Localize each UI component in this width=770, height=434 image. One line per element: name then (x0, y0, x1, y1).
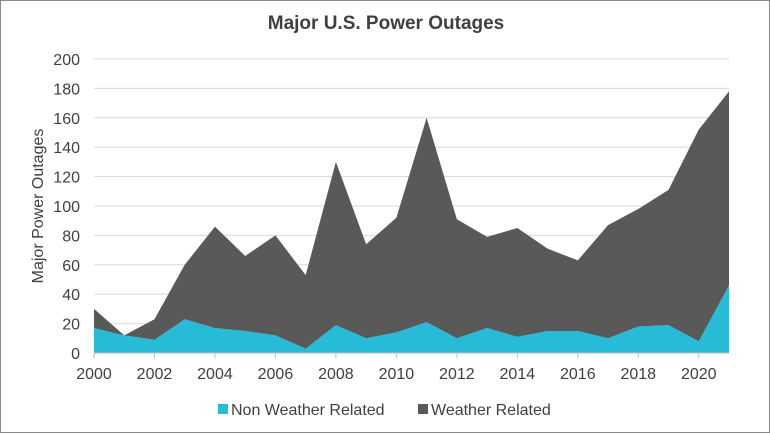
x-tick-label: 2018 (620, 366, 656, 383)
legend-label: Non Weather Related (231, 402, 385, 419)
area-weather-related (94, 91, 729, 349)
legend: Non Weather Related Weather Related (218, 402, 551, 419)
y-tick-label: 120 (53, 170, 80, 187)
chart-title: Major U.S. Power Outages (268, 13, 505, 34)
x-tick-label: 2010 (379, 366, 415, 383)
plot-areas (94, 91, 729, 354)
y-tick-label: 100 (53, 199, 80, 216)
x-tick-label: 2000 (76, 366, 112, 383)
x-tick-label: 2006 (258, 366, 294, 383)
legend-swatch (418, 404, 428, 414)
y-tick-label: 0 (71, 346, 80, 363)
y-tick-label: 200 (53, 52, 80, 69)
y-tick-label: 20 (62, 317, 80, 334)
x-tick-label: 2008 (318, 366, 354, 383)
x-tick-label: 2002 (137, 366, 173, 383)
legend-swatch (218, 404, 228, 414)
y-tick-label: 180 (53, 81, 80, 98)
y-axis-title: Major Power Outages (30, 129, 47, 284)
x-tick-label: 2016 (560, 366, 596, 383)
y-tick-label: 160 (53, 111, 80, 128)
y-tick-label: 80 (62, 228, 80, 245)
x-tick-label: 2004 (197, 366, 233, 383)
x-tick-label: 2012 (439, 366, 475, 383)
x-tick-label: 2014 (500, 366, 536, 383)
y-tick-label: 40 (62, 287, 80, 304)
x-tick-label: 2020 (681, 366, 717, 383)
x-axis-ticks: 2000 2002 2004 2006 2008 2010 2012 2014 2016 2018… (76, 353, 717, 383)
legend-label: Weather Related (431, 402, 551, 419)
y-tick-label: 140 (53, 140, 80, 157)
area-non-weather-related (94, 285, 729, 353)
y-axis-ticks: 0 20 40 60 80 100 120 140 160 180 200 (53, 52, 80, 363)
y-tick-label: 60 (62, 258, 80, 275)
